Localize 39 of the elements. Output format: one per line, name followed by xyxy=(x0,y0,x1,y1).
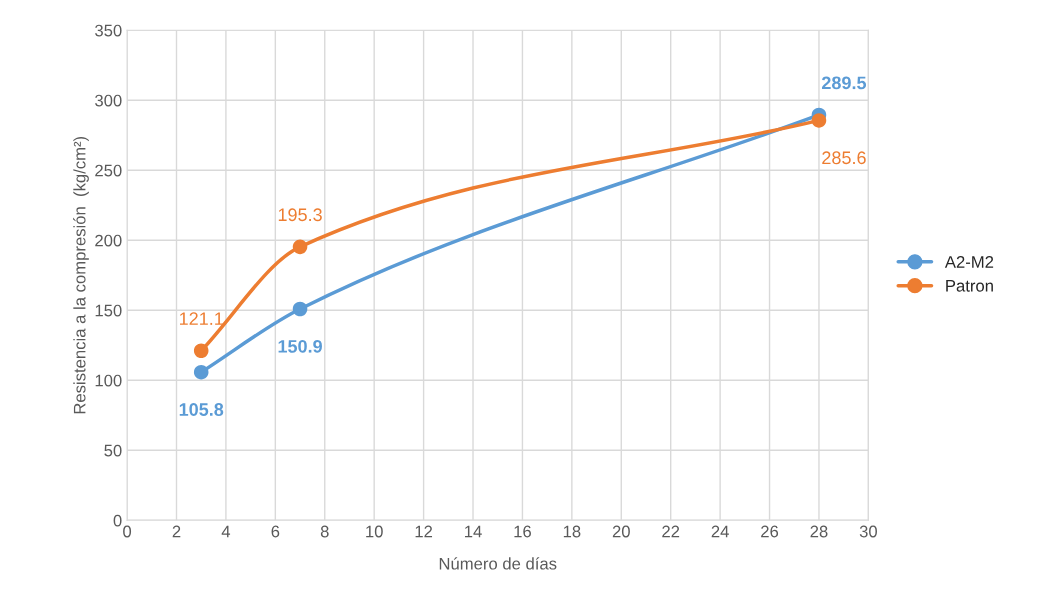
x-tick-label: 10 xyxy=(366,525,383,538)
point xyxy=(292,301,308,317)
x-tick-label: 28 xyxy=(810,525,828,538)
x-tick-label: 4 xyxy=(221,525,231,538)
x-tick-label: 26 xyxy=(761,525,779,538)
point xyxy=(292,239,308,255)
x-tick-label: 6 xyxy=(271,525,280,538)
y-tick-label: 150 xyxy=(95,304,122,317)
x-tick-label: 20 xyxy=(612,525,630,538)
x-tick-label: 22 xyxy=(662,525,680,538)
y-axis-title: Resistencia a la compresión (kg/cm²) xyxy=(73,136,89,414)
data-label: 195.3 xyxy=(278,208,322,222)
point xyxy=(811,113,827,128)
point xyxy=(193,364,209,380)
x-tick-label: 2 xyxy=(172,525,181,538)
point xyxy=(193,343,209,359)
y-tick-label: 100 xyxy=(95,374,122,387)
data-label: 105.8 xyxy=(179,403,224,416)
legend-label: A2-M2 xyxy=(944,256,994,268)
data-label: 285.6 xyxy=(822,151,866,165)
x-tick-label: 0 xyxy=(123,525,132,538)
x-tick-label: 18 xyxy=(563,525,581,538)
y-tick-label: 250 xyxy=(95,164,122,177)
x-tick-label: 12 xyxy=(415,525,433,538)
legend-label: Patron xyxy=(946,280,993,292)
y-tick-label: 50 xyxy=(104,444,122,457)
data-label: 121.1 xyxy=(180,312,223,325)
x-axis-title: Número de días xyxy=(439,557,557,570)
x-tick-label: 16 xyxy=(514,525,531,538)
y-tick-label: 200 xyxy=(95,234,122,247)
y-tick-label: 350 xyxy=(95,24,122,37)
x-tick-label: 8 xyxy=(320,525,329,538)
data-label: 150.9 xyxy=(278,339,322,353)
x-tick-label: 30 xyxy=(859,525,877,538)
y-tick-label: 300 xyxy=(95,94,122,107)
y-tick-label: 0 xyxy=(113,514,122,527)
x-tick-label: 14 xyxy=(465,525,482,538)
data-label: 289.5 xyxy=(822,76,867,90)
x-tick-label: 24 xyxy=(711,525,729,538)
